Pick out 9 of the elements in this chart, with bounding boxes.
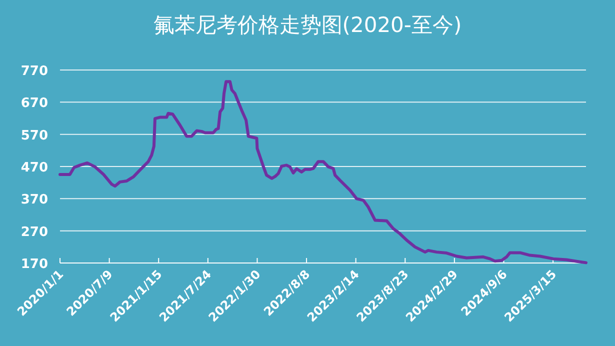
chart-title: 氟苯尼考价格走势图(2020-至今) — [153, 13, 462, 37]
y-tick-label: 670 — [20, 96, 48, 112]
line-series — [58, 80, 588, 264]
y-tick-label: 270 — [20, 224, 48, 240]
y-tick-label: 170 — [20, 257, 48, 272]
y-tick-label: 470 — [20, 160, 48, 176]
y-tick-label: 770 — [20, 64, 48, 79]
y-tick-label: 570 — [20, 128, 48, 144]
y-tick-label: 370 — [20, 192, 48, 208]
